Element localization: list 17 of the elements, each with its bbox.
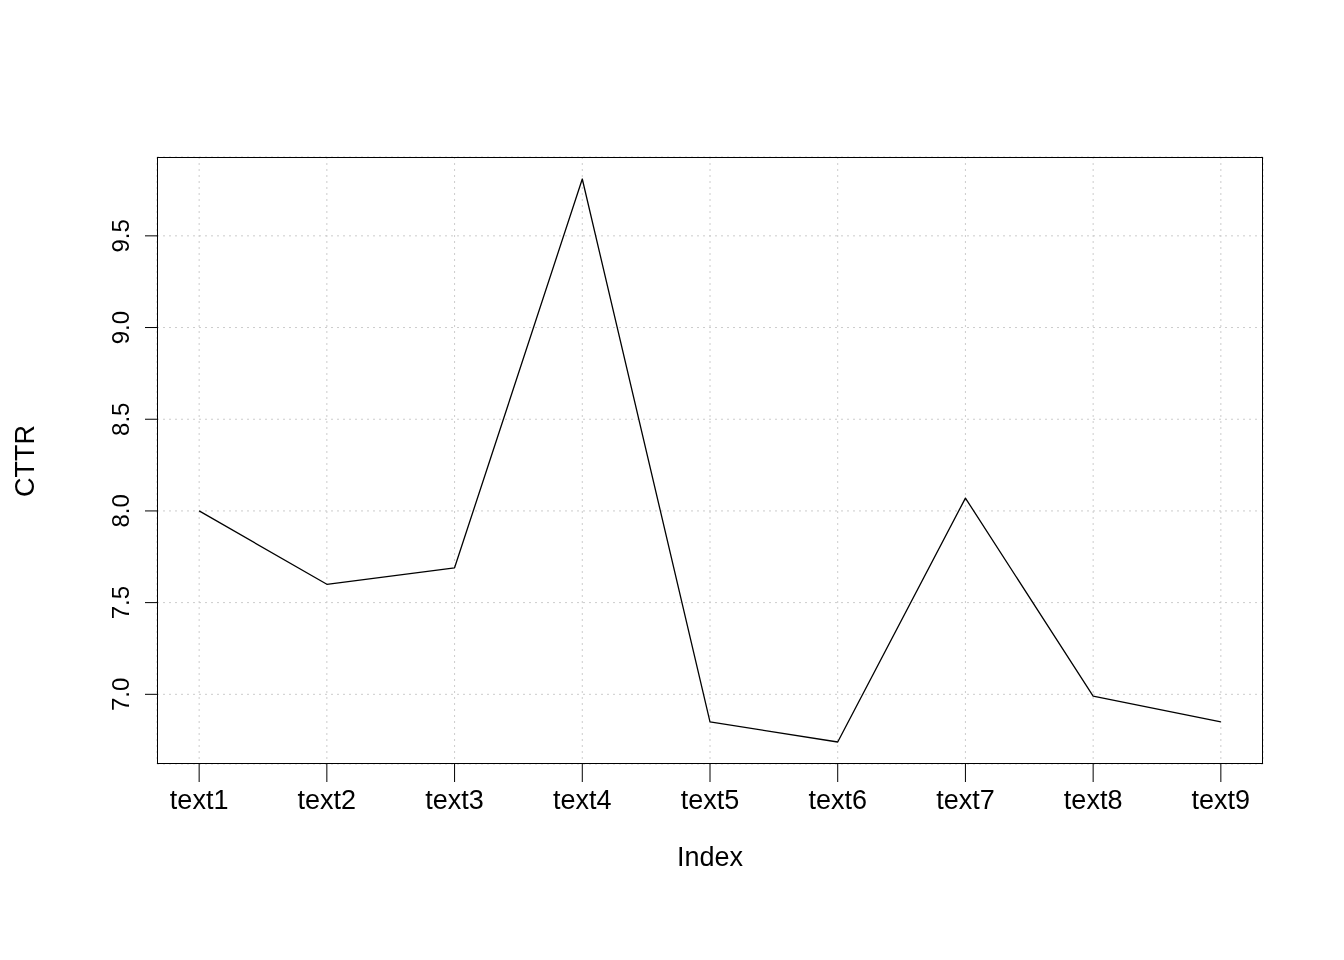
y-tick-label: 8.0 xyxy=(107,494,134,528)
x-tick-label: text4 xyxy=(553,785,612,816)
x-tick-label: text5 xyxy=(680,785,740,816)
x-tick-label: text8 xyxy=(1063,785,1123,816)
y-axis-title: CTTR xyxy=(9,424,41,497)
y-tick-label: 9.0 xyxy=(107,310,134,345)
y-tick-label: 7.5 xyxy=(107,585,134,620)
y-tick-label: 8.5 xyxy=(107,402,134,436)
x-tick-label: text1 xyxy=(169,785,229,816)
x-tick-label: text7 xyxy=(936,785,995,816)
x-tick-label: text6 xyxy=(808,785,867,816)
y-tick-label: 9.5 xyxy=(107,219,134,253)
x-tick-label: text3 xyxy=(425,785,484,816)
x-tick-label: text9 xyxy=(1191,785,1251,816)
x-tick-label: text2 xyxy=(297,785,357,816)
x-axis-title: Index xyxy=(676,842,744,872)
y-tick-label: 7.0 xyxy=(107,677,134,711)
